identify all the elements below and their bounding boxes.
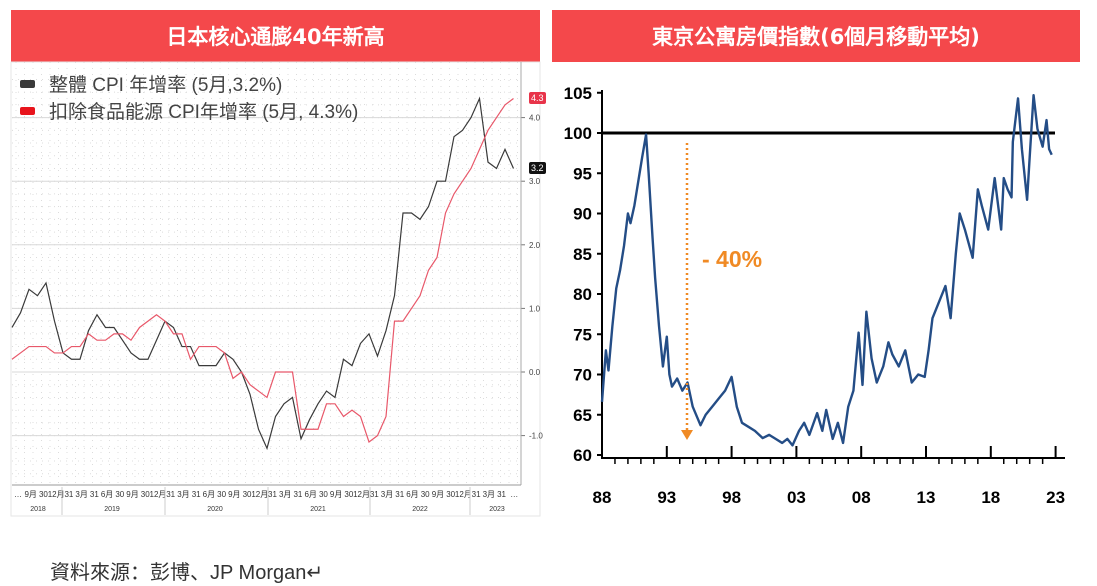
x-tick-label: 31 [472, 490, 481, 499]
series-line-0 [11, 96, 515, 451]
x-tick-label: 31 [293, 490, 302, 499]
left-chart-title: 日本核心通膨40年新高 [11, 10, 540, 62]
y-tick-label: 3.0 [529, 177, 541, 186]
x-tick-label: 12月 [48, 490, 65, 499]
x-tick-label: 12月 [353, 490, 370, 499]
x-tick-label: 31 [90, 490, 99, 499]
x-tick-label: 12月 [251, 490, 268, 499]
x-tick-label: 9月 [228, 490, 240, 499]
x-tick-label: 23 [1046, 488, 1065, 507]
x-tick-label: 30 [217, 490, 226, 499]
y-tick-label: 105 [564, 84, 592, 103]
year-label: 2019 [104, 506, 120, 513]
x-tick-label: 30 [446, 490, 455, 499]
y-tick-label: 60 [573, 446, 592, 465]
x-tick-label: 88 [593, 488, 612, 507]
y-tick-label: 65 [573, 406, 592, 425]
legend-swatch-black [20, 79, 35, 88]
y-tick-label: 100 [564, 124, 592, 143]
x-tick-label: 31 [268, 490, 277, 499]
x-tick-label: 31 [64, 490, 73, 499]
x-tick-label: 3月 [279, 490, 291, 499]
series-line-1 [11, 98, 514, 443]
legend-label: 整體 CPI 年增率 (5月,3.2%) [49, 75, 283, 96]
x-tick-label: 30 [141, 490, 150, 499]
x-tick-label: … [14, 490, 22, 499]
x-tick-label: 18 [981, 488, 1000, 507]
x-tick-label: 31 [497, 490, 506, 499]
x-tick-label: 31 [192, 490, 201, 499]
year-label: 2023 [489, 506, 505, 513]
x-tick-label: 08 [852, 488, 871, 507]
plot-frame [10, 61, 541, 517]
legend-label: 扣除食品能源 CPI年增率 (5月, 4.3%) [49, 102, 359, 123]
source-note: 資料來源：彭博、JP Morgan↵ [50, 562, 324, 584]
decline-annotation: - 40% [702, 246, 762, 272]
x-tick-label: 30 [243, 490, 252, 499]
year-label: 2018 [30, 506, 46, 513]
y-tick-label: 70 [573, 366, 592, 385]
year-label: 2022 [412, 506, 428, 513]
arrow-head-icon [681, 430, 693, 440]
y-tick-label: 1.0 [529, 304, 541, 313]
x-tick-label: 3月 [177, 490, 189, 499]
legend-item-core-cpi: 扣除食品能源 CPI年增率 (5月, 4.3%) [20, 97, 358, 124]
y-tick-label: -1.0 [529, 432, 543, 441]
y-tick-label: 75 [573, 325, 592, 344]
x-tick-label: 6月 [101, 490, 113, 499]
x-tick-label: 9月 [126, 490, 138, 499]
y-tick-label: 85 [573, 245, 592, 264]
last-value-badge-core: 4.3 [529, 92, 546, 104]
x-tick-label: 30 [115, 490, 124, 499]
x-tick-label: 31 [370, 490, 379, 499]
right-chart-title: 東京公寓房價指數(6個月移動平均) [552, 10, 1080, 62]
x-tick-label: 9月 [330, 490, 342, 499]
x-tick-label: 30 [421, 490, 430, 499]
y-tick-label: 2.0 [529, 241, 541, 250]
last-value-badge-headline: 3.2 [529, 162, 546, 174]
x-tick-label: 9月 [24, 490, 36, 499]
x-tick-label: 13 [917, 488, 936, 507]
x-tick-label: 6月 [203, 490, 215, 499]
x-tick-label: 30 [344, 490, 353, 499]
x-tick-label: 12月 [455, 490, 472, 499]
x-tick-label: 3月 [483, 490, 495, 499]
x-tick-label: … [510, 490, 518, 499]
legend-item-headline-cpi: 整體 CPI 年增率 (5月,3.2%) [20, 70, 282, 97]
x-tick-label: 03 [787, 488, 806, 507]
year-label: 2020 [207, 506, 223, 513]
y-tick-label: 0.0 [529, 368, 541, 377]
x-tick-label: 31 [395, 490, 404, 499]
year-label: 2021 [310, 506, 326, 513]
y-tick-label: 4.0 [529, 114, 541, 123]
x-tick-label: 12月 [150, 490, 167, 499]
x-tick-label: 3月 [75, 490, 87, 499]
x-tick-label: 9月 [432, 490, 444, 499]
x-tick-label: 30 [319, 490, 328, 499]
x-tick-label: 31 [166, 490, 175, 499]
x-tick-label: 6月 [304, 490, 316, 499]
index-line [600, 93, 1053, 447]
x-tick-label: 30 [39, 490, 48, 499]
x-tick-label: 6月 [406, 490, 418, 499]
y-tick-label: 90 [573, 205, 592, 224]
legend-swatch-red [20, 106, 35, 115]
x-tick-label: 93 [657, 488, 676, 507]
y-tick-label: 80 [573, 285, 592, 304]
y-tick-label: 95 [573, 164, 592, 183]
x-tick-label: 3月 [381, 490, 393, 499]
x-tick-label: 98 [722, 488, 741, 507]
